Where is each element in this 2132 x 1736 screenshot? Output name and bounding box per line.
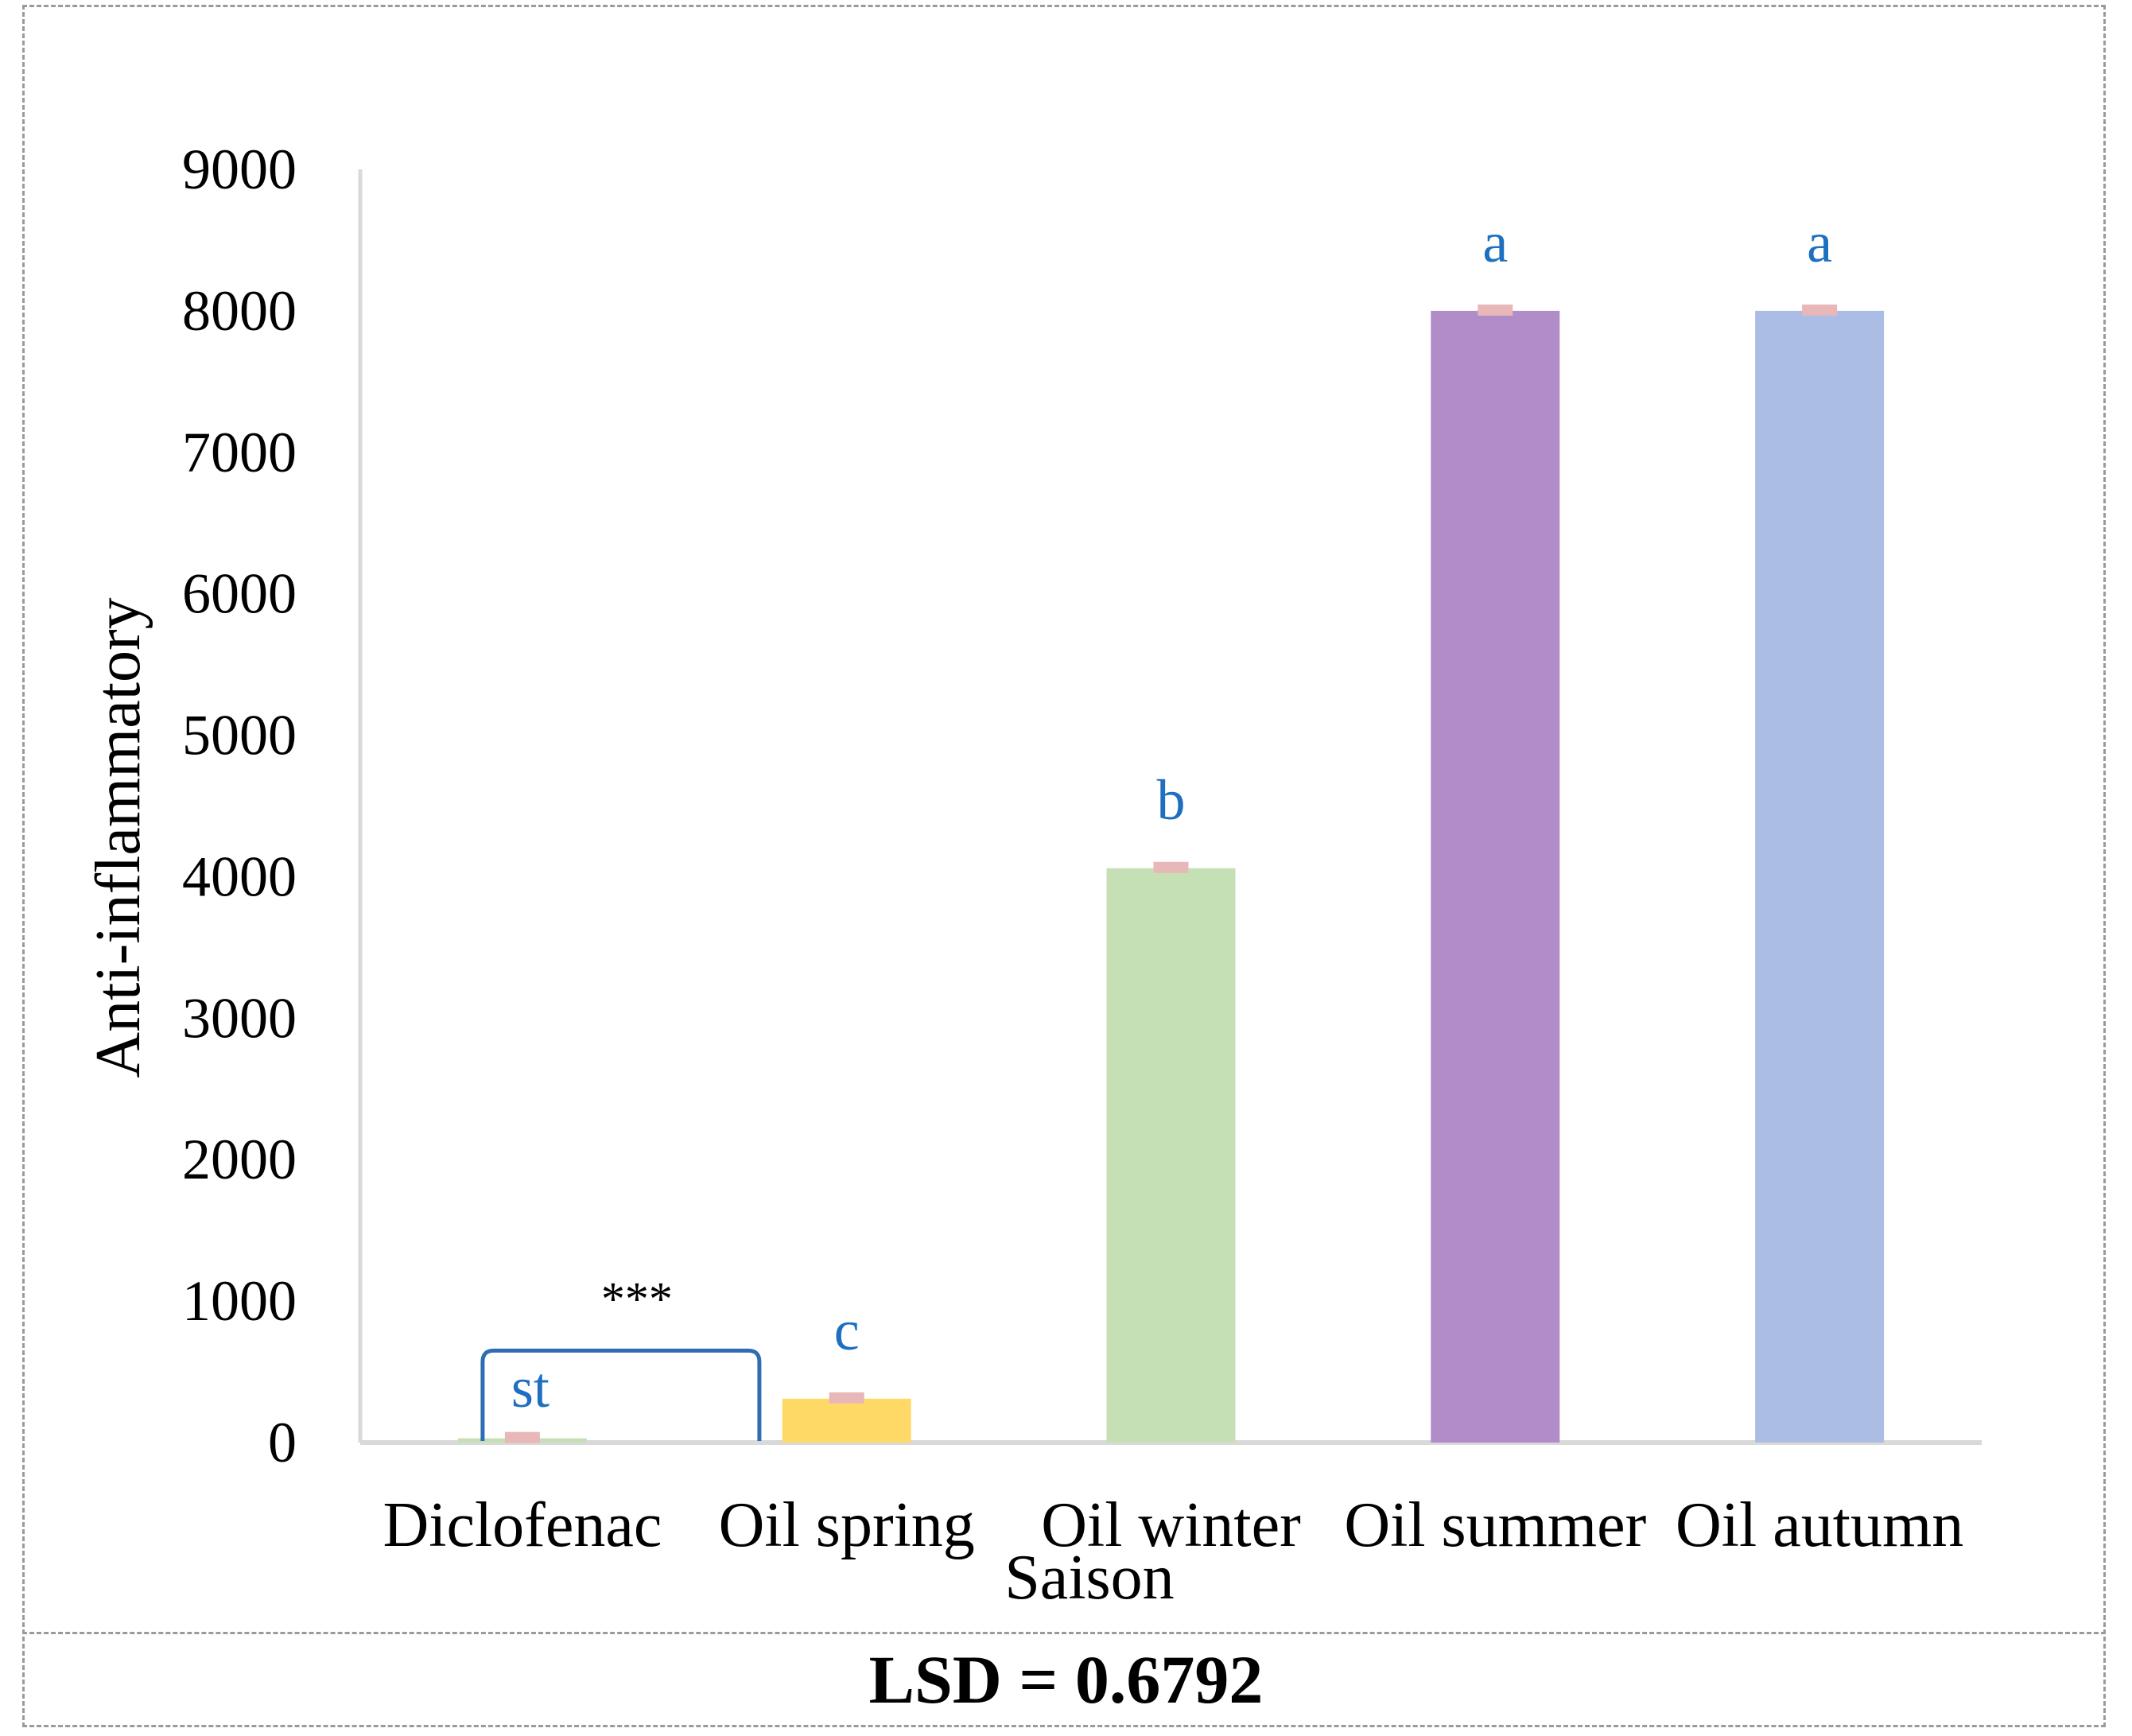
error-cap: [1802, 304, 1838, 316]
bar-oil-summer: [1431, 310, 1560, 1443]
bar-oil-autumn: [1755, 310, 1885, 1443]
significance-letter: a: [1807, 211, 1832, 274]
significance-letter: a: [1482, 211, 1508, 274]
y-axis-title: Anti-inflammatory: [83, 597, 153, 1078]
x-tick-label: Diclofenac: [383, 1490, 662, 1560]
significance-letter: b: [1157, 768, 1186, 832]
y-tick-label: 4000: [182, 845, 297, 908]
x-tick-label: Oil spring: [719, 1490, 975, 1560]
significance-letter: st: [511, 1356, 550, 1419]
error-cap: [1478, 304, 1513, 316]
figure-frame: [22, 5, 2106, 1727]
y-tick-label: 1000: [182, 1269, 297, 1333]
bar-oil-spring: [782, 1398, 911, 1443]
footer-divider: [22, 1632, 2106, 1634]
significance-bracket: [480, 1348, 762, 1441]
y-tick-label: 2000: [182, 1128, 297, 1191]
bar-oil-winter: [1106, 868, 1236, 1443]
y-tick-label: 6000: [182, 562, 297, 626]
error-cap: [829, 1392, 864, 1404]
x-tick-label: Oil summer: [1344, 1490, 1646, 1560]
y-tick-label: 7000: [182, 421, 297, 484]
error-cap: [504, 1431, 540, 1443]
y-tick-label: 3000: [182, 986, 297, 1050]
y-tick-label: 0: [268, 1411, 297, 1474]
x-tick-label: Oil winter: [1041, 1490, 1301, 1560]
error-cap: [1153, 861, 1189, 873]
x-tick-label: Oil autumn: [1676, 1490, 1963, 1560]
lsd-label: LSD = 0.6792: [868, 1641, 1264, 1718]
y-tick-label: 9000: [182, 138, 297, 201]
y-tick-label: 8000: [182, 279, 297, 343]
significance-letter: c: [834, 1299, 860, 1362]
significance-stars: ***: [601, 1272, 673, 1325]
y-tick-label: 5000: [182, 704, 297, 767]
x-axis-title: Saison: [1004, 1543, 1174, 1613]
